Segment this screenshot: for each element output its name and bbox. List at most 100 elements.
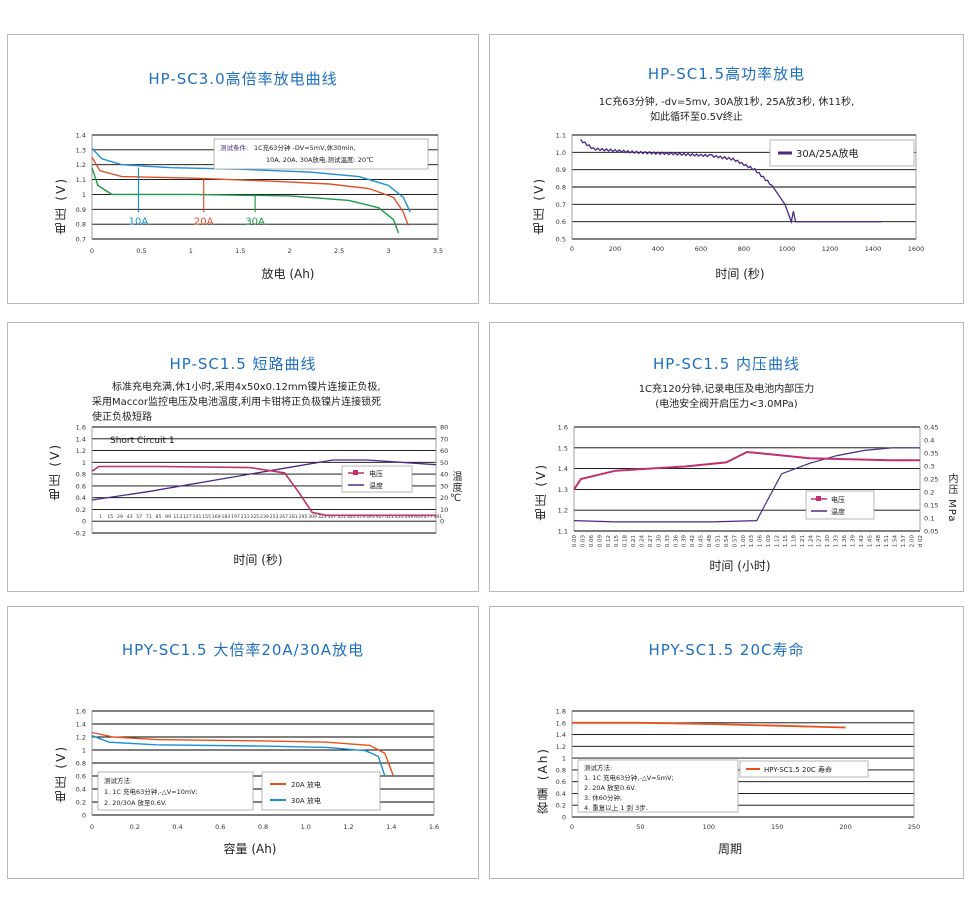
chart-description: 标准充电充满,休1小时,采用4x50x0.12mm镍片连接正负极, 采用Macc… <box>92 380 381 425</box>
x-axis-label: 时间 (小时) <box>709 559 771 573</box>
annotation-text: 1C充63分钟 -DV=5mV,休30min, <box>254 143 356 152</box>
x-tick-label: 1.2 <box>343 823 353 831</box>
x-tick-label: 1.33 <box>834 535 840 548</box>
y-tick-label: 0 <box>82 812 86 820</box>
legend-label: 电压 <box>831 495 845 504</box>
x-tick-label: 400 <box>652 245 664 253</box>
x-axis-label: 时间 (秒) <box>715 267 765 281</box>
y-tick-label: 0.4 <box>76 494 86 502</box>
y-tick-label: 1.6 <box>556 719 566 727</box>
x-tick-label: 155 <box>202 514 211 520</box>
y-tick-label: 1.2 <box>76 447 86 455</box>
y-tick-label: 0.8 <box>76 760 86 768</box>
x-tick-label: 100 <box>703 823 715 831</box>
series-label: 10A <box>129 216 149 227</box>
x-tick-label: 0 <box>570 245 574 253</box>
annotation-box <box>213 138 429 170</box>
x-tick-label: 1400 <box>865 245 882 253</box>
y-tick-label: 1 <box>82 459 86 467</box>
series-line <box>572 721 846 729</box>
chart-svg: 1.11.21.31.41.51.60.00 0.03 0.06 0.09 0.12 0.… <box>558 424 939 548</box>
chart-svg: 0 0.2 0.4 0.6 0.8 1 1.2 1.4 1.6 0 0.2 0.4 0.6 0.8 1.0 1… <box>76 708 440 832</box>
y-tick-label: 1 <box>82 191 86 199</box>
x-tick-label: 1.45 <box>867 535 873 548</box>
x-tick-label: 309 <box>308 514 317 520</box>
x-tick-label: 0 <box>570 823 574 831</box>
x-tick-label: 0.15 <box>614 535 620 548</box>
x-tick-label: 1200 <box>822 245 839 253</box>
x-tick-label: 0.30 <box>656 535 662 548</box>
x-tick-label: 379 <box>356 514 365 520</box>
y-tick-label: 0.6 <box>76 773 86 781</box>
description-line: (电池安全阀开启压力<3.0MPa) <box>655 399 798 410</box>
x-axis-label: 时间 (秒) <box>233 553 283 567</box>
legend-box <box>805 490 875 520</box>
x-tick-label: 1.18 <box>791 535 797 548</box>
chart-svg: -0.2 0 0.2 0.4 0.6 0.8 1 1.2 1.4 1.6 0 10 20 30 40 50 60… <box>73 424 448 538</box>
x-tick-label: 1 <box>189 247 193 255</box>
legend-box <box>769 139 915 167</box>
x-tick-label: 43 <box>127 514 133 520</box>
x-tick-label: 2 <box>288 247 292 255</box>
x-tick-label: 0.06 <box>589 535 595 548</box>
y-tick-label: 0.2 <box>76 799 86 807</box>
y2-tick-label: 30 <box>440 482 448 490</box>
x-tick-label: 0.21 <box>631 535 637 547</box>
x-tick-label: 281 <box>289 514 298 520</box>
y-tick-label: 0.7 <box>76 236 86 244</box>
x-tick-label: 1.48 <box>876 535 882 548</box>
x-tick-label: 99 <box>165 514 171 520</box>
chart-panel-4: HP-SC1.5 内压曲线 1C充120分钟,记录电压及电池内部压力 (电池安全… <box>489 322 964 592</box>
x-tick-label: 1600 <box>908 245 925 253</box>
chart-title: HP-SC1.5 内压曲线 <box>652 355 801 373</box>
x-tick-label: 0.27 <box>648 535 654 548</box>
x-tick-label: 0.03 <box>580 535 586 548</box>
x-tick-label: 1.06 <box>758 535 764 548</box>
y2-tick-label: 80 <box>440 424 448 432</box>
x-tick-label: 1.03 <box>749 535 755 548</box>
y-tick-label: 1.1 <box>558 528 568 536</box>
y-tick-label: 1.2 <box>76 161 86 169</box>
x-tick-label: 800 <box>738 245 750 253</box>
series-line <box>91 735 386 777</box>
x-tick-label: 295 <box>299 514 308 520</box>
series-line <box>573 447 920 523</box>
x-tick-label: 0 <box>90 823 94 831</box>
series-label: 20A <box>194 216 214 227</box>
annotation-head: 测试条件: <box>220 143 248 152</box>
chart-title: HPY-SC1.5 20C寿命 <box>648 641 805 659</box>
y2-tick-label: 10 <box>440 506 448 514</box>
y2-tick-label: 0.3 <box>924 463 934 471</box>
description-line: 1C充120分钟,记录电压及电池内部压力 <box>638 384 815 395</box>
chart-title: HP-SC1.5 短路曲线 <box>169 355 317 373</box>
x-tick-label: 3 <box>387 247 391 255</box>
series-line <box>91 465 436 517</box>
y2-tick-label: 0 <box>440 518 444 526</box>
legend-marker <box>353 470 358 475</box>
x-tick-label: 393 <box>366 514 375 520</box>
y-tick-label: 0 <box>82 518 86 526</box>
x-tick-label: 57 <box>136 514 142 520</box>
x-tick-label: 1.0 <box>301 823 311 831</box>
y-tick-label: 0.8 <box>556 184 566 192</box>
y-tick-label: 1.5 <box>558 444 568 452</box>
annotation-text: 2. 20/30A 放至0.6V. <box>104 798 167 807</box>
x-axis-label: 容量 (Ah) <box>223 842 277 856</box>
chart-title: HP-SC3.0高倍率放电曲线 <box>148 70 338 88</box>
y-tick-label: 0.2 <box>556 802 566 810</box>
chart-panel-6: HPY-SC1.5 20C寿命 容量 (Ah) 周期 0 0.2 0.4 0.6 0.8… <box>489 606 964 879</box>
x-tick-label: 1.4 <box>386 823 396 831</box>
x-tick-label: 1.30 <box>825 535 831 548</box>
y2-tick-label: 60 <box>440 447 448 455</box>
y2-axis-label: 温度℃ <box>450 471 461 505</box>
y-tick-label: 1 <box>82 747 86 755</box>
y-tick-label: 1.6 <box>558 424 568 432</box>
y-tick-label: 0.6 <box>556 778 566 786</box>
legend-label: HPY-SC1.5 20C 寿命 <box>764 765 832 774</box>
annotation-text: 1. 1C 充电63分钟,-△V=10mV; <box>104 787 198 796</box>
y-tick-label: 0.6 <box>76 482 86 490</box>
y-tick-label: 1.3 <box>558 486 568 494</box>
x-tick-label: 1000 <box>779 245 796 253</box>
x-tick-label: 141 <box>193 514 202 520</box>
x-tick-label: 0.24 <box>640 535 646 548</box>
